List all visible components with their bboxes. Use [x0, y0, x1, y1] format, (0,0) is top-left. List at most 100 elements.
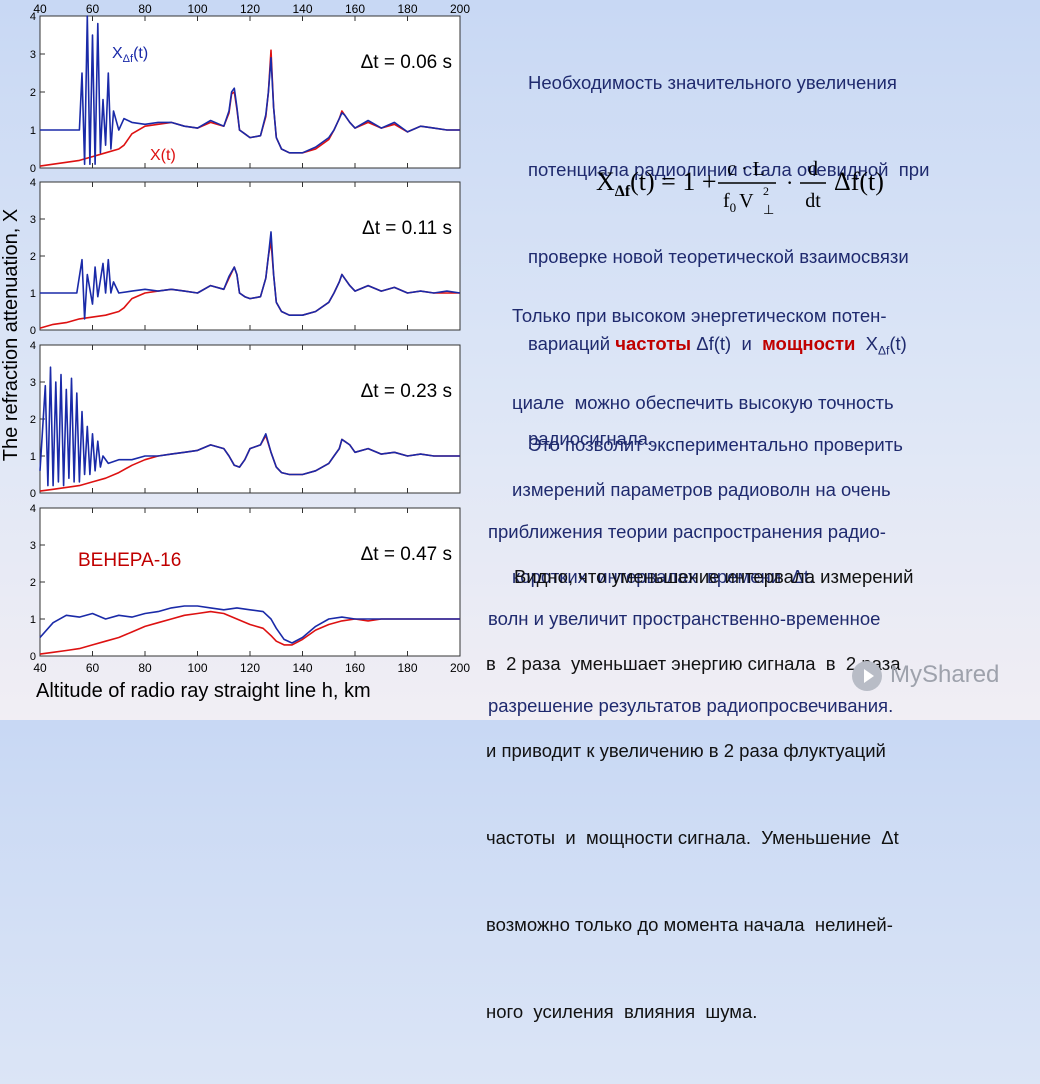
y-tick-label: 4	[30, 11, 36, 23]
x-tick-label: 200	[450, 661, 470, 675]
formula-den-b-sub: ⊥	[763, 202, 774, 217]
formula-d: d	[808, 158, 818, 180]
x-tick-label: 160	[345, 2, 365, 16]
formula-den-b-sup: 2	[763, 184, 769, 198]
formula: XΔf(t) = 1 + c · L f0 V 2 ⊥ · d dt Δf(t)	[596, 150, 916, 220]
plot-area	[39, 344, 461, 494]
p4-line: и приводит к увеличению в 2 раза флуктуа…	[486, 740, 886, 761]
x-tick-label: 80	[138, 2, 152, 16]
myshared-logo: MyShared	[852, 655, 1022, 695]
y-tick-label: 1	[30, 451, 36, 463]
p3-line: Это позволит экспериментально проверить	[528, 434, 903, 455]
x-tick-label: 140	[292, 661, 312, 675]
text-panel: Необходимость значительного увеличения п…	[478, 0, 1038, 1022]
x-tick-label: 80	[138, 661, 152, 675]
y-tick-label: 0	[30, 325, 36, 337]
p1-line: Необходимость значительного увеличения	[528, 72, 897, 93]
paragraph-1: Необходимость значительного увеличения п…	[528, 10, 929, 511]
play-icon	[852, 661, 882, 691]
plot-area	[39, 181, 461, 331]
power-term: мощности	[762, 333, 856, 354]
y-axis-title: The refraction attenuation, X	[0, 208, 22, 462]
y-tick-label: 4	[30, 340, 36, 352]
x-tick-label: 140	[292, 2, 312, 16]
y-tick-label: 1	[30, 125, 36, 137]
p2-line: коротких интервалах времени Δt.	[512, 566, 814, 587]
series-line	[39, 366, 460, 487]
y-tick-label: 3	[30, 49, 36, 61]
formula-svg: XΔf(t) = 1 + c · L f0 V 2 ⊥ · d dt Δf(t)	[596, 158, 884, 217]
p1-line: проверке новой теоретической взаимосвязи	[528, 246, 909, 267]
y-tick-label: 3	[30, 540, 36, 552]
delta-t-label: Δt = 0.06 s	[361, 52, 452, 73]
paragraph-4: Видно, что уменьшение интервала измерени…	[486, 504, 913, 1084]
y-tick-label: 2	[30, 87, 36, 99]
series-line	[40, 15, 460, 165]
svg-text:f0V: f0 V	[723, 190, 754, 215]
logo-text: MyShared	[890, 661, 1000, 688]
formula-lhs-end: (t) = 1 +	[630, 167, 716, 196]
text-run: (t)	[889, 333, 907, 354]
y-tick-label: 1	[30, 614, 36, 626]
plot-area	[39, 507, 461, 657]
series-line	[40, 231, 461, 320]
formula-dt: dt	[805, 190, 821, 212]
x-tick-label: 40	[33, 661, 47, 675]
p1-line: потенциала радиолинии стала очевидной пр…	[528, 159, 930, 180]
legend-red-label: X(t)	[150, 147, 176, 164]
delta-t-label: Δt = 0.11 s	[362, 218, 452, 239]
formula-dot: ·	[786, 170, 793, 195]
formula-numerator: c · L	[727, 158, 765, 180]
p4-line: Видно, что уменьшение интервала измерени…	[514, 566, 914, 587]
p3-line: приближения теории распространения радио…	[488, 521, 886, 542]
p3-line: разрешение результатов радиопросвечивани…	[488, 695, 894, 716]
y-tick-label: 3	[30, 214, 36, 226]
delta-t-label: Δt = 0.47 s	[361, 544, 452, 565]
y-tick-label: 1	[30, 288, 36, 300]
svg-text:XΔf(t) = 1 +: XΔf(t) = 1 +	[596, 167, 717, 200]
y-tick-label: 2	[30, 251, 36, 263]
p2-line: циале можно обеспечить высокую точность	[512, 392, 894, 413]
formula-den-b: V	[739, 190, 754, 212]
x-tick-label: 100	[187, 661, 207, 675]
frequency-term: частоты	[615, 333, 692, 354]
p2-line: измерений параметров радиоволн на очень	[512, 479, 891, 500]
p4-line: в 2 раза уменьшает энергию сигнала в 2 р…	[486, 653, 901, 674]
text-run: вариаций	[528, 333, 616, 354]
y-tick-label: 4	[30, 503, 36, 515]
text-run: Δf(t) и	[691, 333, 763, 354]
formula-den-a-sub: 0	[730, 200, 737, 215]
x-tick-label: 180	[397, 661, 417, 675]
plot-area	[39, 15, 461, 169]
formula-den-a: f	[723, 190, 730, 212]
probe-label: ВЕНЕРА-16	[78, 550, 181, 571]
x-tick-label: 180	[397, 2, 417, 16]
p4-line: ного усиления влияния шума.	[486, 1001, 758, 1022]
x-tick-label: 60	[86, 2, 100, 16]
p4-line: частоты и мощности сигнала. Уменьшение Δ…	[486, 827, 899, 848]
y-tick-label: 2	[30, 577, 36, 589]
x-tick-label: 120	[240, 661, 260, 675]
p1-line: радиосигнала.	[528, 427, 654, 449]
series-line	[39, 605, 460, 644]
paragraph-3: Это позволит экспериментально проверить …	[488, 372, 903, 778]
subscript: Δf	[878, 343, 890, 358]
formula-lhs: X	[596, 167, 615, 196]
delta-t-label: Δt = 0.23 s	[361, 381, 452, 402]
legend-blue-label: XΔf(t)	[112, 45, 148, 65]
x-tick-label: 100	[187, 2, 207, 16]
y-tick-label: 2	[30, 414, 36, 426]
x-tick-label: 120	[240, 2, 260, 16]
y-tick-label: 3	[30, 377, 36, 389]
formula-lhs-sub: Δf	[615, 183, 631, 200]
y-tick-label: 0	[30, 651, 36, 663]
p2-line: Только при высоком энергетическом потен-	[512, 305, 887, 326]
x-tick-label: 200	[450, 2, 470, 16]
p3-line: волн и увеличит пространственно-временно…	[488, 608, 881, 629]
x-tick-label: 40	[33, 2, 47, 16]
y-tick-label: 0	[30, 488, 36, 500]
p1-line: вариаций частоты Δf(t) и мощности XΔf(t)	[528, 329, 929, 366]
x-tick-label: 160	[345, 661, 365, 675]
x-axis-title: Altitude of radio ray straight line h, k…	[36, 680, 371, 702]
